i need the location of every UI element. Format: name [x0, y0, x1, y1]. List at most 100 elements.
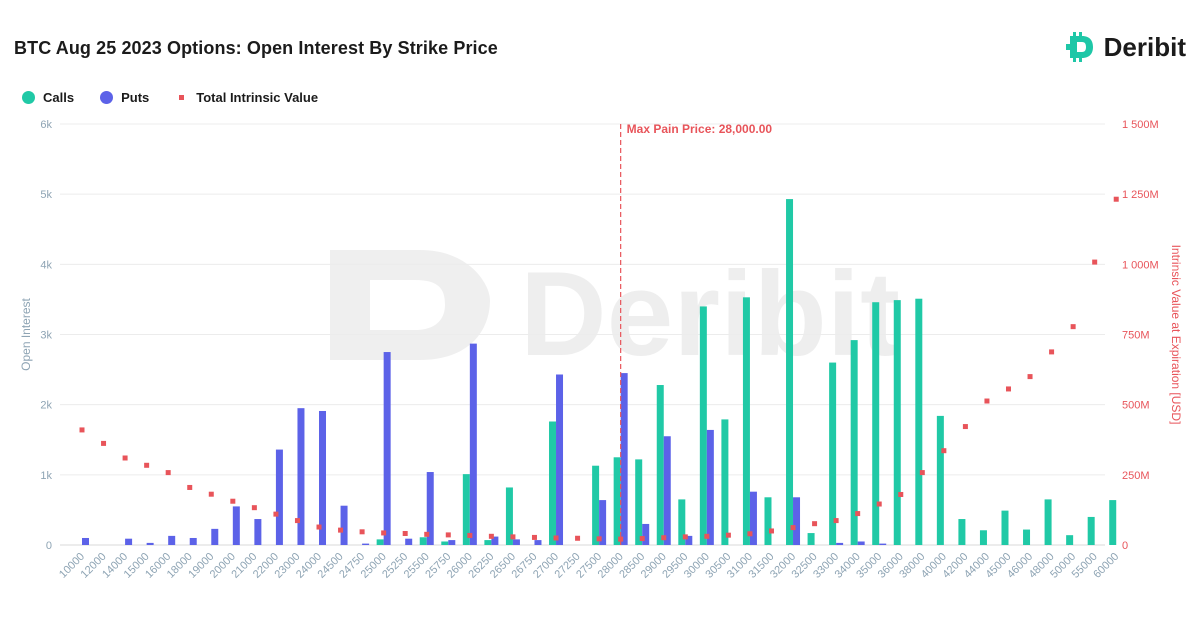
bar-calls — [505, 487, 513, 545]
point-intrinsic-value — [359, 529, 365, 535]
legend-item-intrinsic-value[interactable]: Total Intrinsic Value — [175, 90, 318, 105]
bar-calls — [1109, 500, 1117, 545]
point-intrinsic-value — [919, 470, 925, 476]
brand-name: Deribit — [1103, 31, 1186, 62]
point-intrinsic-value — [101, 440, 107, 446]
watermark-text: Deribit — [520, 247, 900, 381]
point-intrinsic-value — [1070, 324, 1076, 330]
chart-legend: Calls Puts Total Intrinsic Value — [22, 90, 318, 105]
point-intrinsic-value — [962, 424, 968, 430]
bar-calls — [484, 540, 492, 545]
point-intrinsic-value — [725, 532, 731, 538]
max-pain-label: Max Pain Price: 28,000.00 — [627, 122, 773, 136]
point-intrinsic-value — [1113, 196, 1119, 202]
bar-puts — [491, 536, 499, 545]
point-intrinsic-value — [381, 530, 387, 536]
y-tick-label: 5k — [40, 189, 52, 201]
bar-puts — [211, 528, 219, 545]
bar-calls — [1066, 535, 1074, 545]
point-intrinsic-value — [618, 536, 624, 542]
bar-calls — [872, 302, 880, 545]
bar-calls — [807, 533, 815, 545]
point-intrinsic-value — [704, 533, 710, 539]
point-intrinsic-value — [338, 527, 344, 533]
point-intrinsic-value — [639, 536, 645, 542]
y2-tick-label: 1 000M — [1122, 259, 1159, 271]
watermark-logo-icon — [330, 250, 490, 360]
bar-puts — [879, 543, 887, 545]
point-intrinsic-value — [553, 535, 559, 541]
legend-item-puts[interactable]: Puts — [100, 90, 149, 105]
bar-calls — [656, 385, 664, 545]
bar-calls — [764, 497, 772, 545]
legend-swatch-calls — [22, 91, 35, 104]
bar-puts — [82, 537, 89, 545]
bar-calls — [549, 421, 557, 545]
bar-calls — [850, 340, 858, 545]
legend-item-calls[interactable]: Calls — [22, 90, 74, 105]
point-intrinsic-value — [424, 531, 430, 537]
point-intrinsic-value — [230, 498, 236, 504]
bar-puts — [793, 497, 801, 545]
chart-title: BTC Aug 25 2023 Options: Open Interest B… — [14, 38, 498, 58]
bar-puts — [534, 540, 542, 545]
bar-puts — [189, 537, 197, 545]
legend-label-puts: Puts — [121, 90, 150, 105]
bar-calls — [613, 457, 621, 545]
y2-tick-label: 750M — [1122, 330, 1150, 342]
y-tick-label: 2k — [40, 400, 52, 412]
deribit-logo-icon — [1065, 32, 1093, 62]
bar-puts — [426, 472, 434, 545]
bar-puts — [599, 500, 607, 545]
y2-tick-label: 0 — [1122, 540, 1128, 552]
point-intrinsic-value — [187, 484, 193, 490]
y-tick-label: 0 — [46, 540, 52, 552]
bar-calls — [936, 415, 944, 545]
point-intrinsic-value — [898, 491, 904, 497]
bar-calls — [419, 537, 427, 545]
bar-puts — [512, 539, 520, 545]
bar-calls — [742, 297, 750, 545]
point-intrinsic-value — [747, 531, 753, 537]
y2-tick-label: 250M — [1122, 470, 1150, 482]
bar-puts — [383, 352, 391, 545]
y-tick-label: 1k — [40, 470, 52, 482]
bar-calls — [829, 362, 837, 545]
y-tick-label: 3k — [40, 330, 52, 342]
bar-puts — [642, 523, 650, 545]
bar-calls — [462, 474, 470, 545]
point-intrinsic-value — [876, 501, 882, 507]
point-intrinsic-value — [1092, 259, 1098, 265]
point-intrinsic-value — [575, 535, 581, 541]
point-intrinsic-value — [294, 518, 300, 524]
point-intrinsic-value — [144, 462, 150, 468]
point-intrinsic-value — [768, 528, 774, 534]
point-intrinsic-value — [165, 470, 171, 476]
bar-puts — [168, 535, 176, 545]
point-intrinsic-value — [488, 533, 494, 539]
y2-axis-title: Intrinsic Value at Expiration [USD] — [1169, 245, 1183, 425]
brand-logo[interactable]: Deribit — [1064, 30, 1186, 64]
bar-puts — [685, 535, 693, 545]
point-intrinsic-value — [445, 532, 451, 538]
point-intrinsic-value — [661, 535, 667, 541]
bar-puts — [706, 429, 714, 545]
point-intrinsic-value — [682, 534, 688, 540]
bar-puts — [620, 373, 628, 545]
legend-label-calls: Calls — [43, 90, 75, 105]
bar-puts — [663, 436, 671, 545]
point-intrinsic-value — [812, 521, 818, 527]
bar-puts — [319, 410, 327, 545]
y2-tick-label: 1 250M — [1122, 189, 1159, 201]
bar-calls — [376, 539, 384, 545]
bar-calls — [979, 530, 987, 545]
bar-puts — [836, 542, 844, 545]
bar-calls — [1023, 529, 1031, 545]
bar-calls — [1001, 510, 1009, 545]
legend-swatch-puts — [100, 91, 114, 104]
bar-calls — [786, 199, 794, 545]
bar-puts — [275, 449, 283, 545]
point-intrinsic-value — [402, 530, 408, 536]
point-intrinsic-value — [1005, 386, 1011, 392]
bar-puts — [254, 519, 262, 545]
